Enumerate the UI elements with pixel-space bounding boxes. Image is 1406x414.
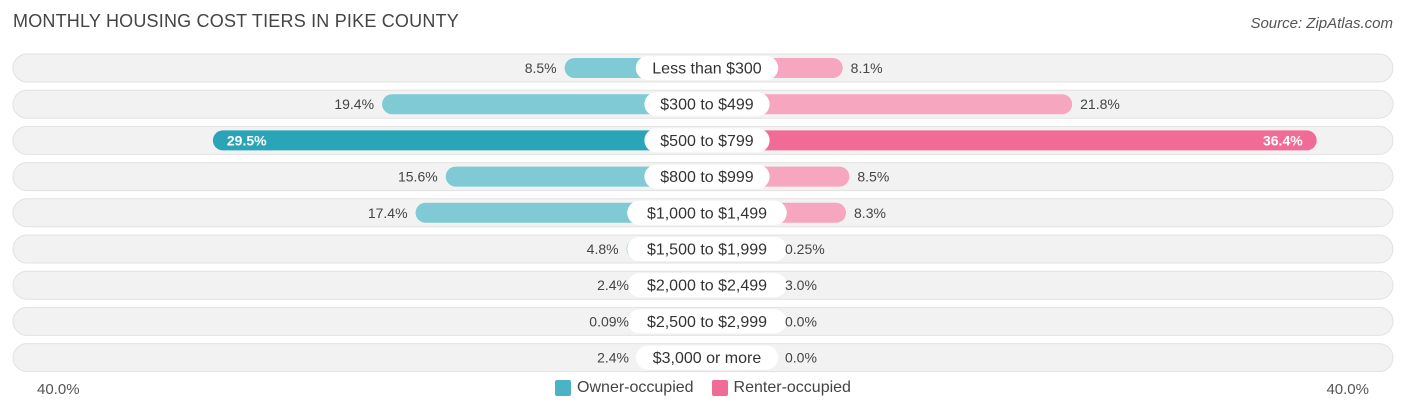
renter-value-label: 0.25% — [785, 241, 825, 257]
renter-value-label: 8.5% — [857, 169, 889, 185]
category-label-bg — [627, 200, 787, 225]
chart-source: Source: ZipAtlas.com — [1250, 15, 1393, 32]
legend-label-renter: Renter-occupied — [733, 379, 851, 396]
owner-value-label: 2.4% — [597, 277, 629, 293]
category-label-bg — [635, 345, 779, 370]
category-label: $1,500 to $1,999 — [647, 242, 767, 259]
category-label: $1,000 to $1,499 — [647, 205, 767, 222]
category-label-bg — [627, 273, 787, 298]
category-label: $2,000 to $2,499 — [647, 278, 767, 295]
category-label-bg — [627, 309, 787, 334]
category-label-bg — [635, 56, 779, 80]
renter-value-label: 0.0% — [785, 350, 817, 366]
renter-value-label: 21.8% — [1080, 96, 1120, 112]
legend-item-renter: Renter-occupied — [711, 379, 851, 397]
owner-value-label: 29.5% — [227, 132, 267, 148]
owner-value-label: 15.6% — [398, 169, 438, 185]
renter-value-label: 0.0% — [785, 313, 817, 329]
legend-item-owner: Owner-occupied — [555, 379, 694, 397]
renter-value-label: 36.4% — [1263, 132, 1303, 148]
bar-owner — [445, 166, 707, 187]
bar-renter — [707, 94, 1073, 115]
owner-value-label: 0.09% — [589, 313, 629, 329]
owner-value-label: 2.4% — [597, 350, 629, 366]
renter-value-label: 3.0% — [785, 277, 817, 293]
diverging-bar-chart: Less than $300 8.5% 8.1% $300 to $499 19.4% 2… — [12, 53, 1394, 373]
owner-value-label: 19.4% — [334, 96, 374, 112]
bar-owner — [212, 130, 707, 151]
legend-swatch-renter — [711, 380, 728, 396]
chart-title: MONTHLY HOUSING COST TIERS IN PIKE COUNT… — [13, 11, 459, 31]
owner-value-label: 4.8% — [587, 241, 619, 257]
category-label: $500 to $799 — [660, 133, 754, 150]
category-label-bg — [644, 128, 770, 153]
owner-value-label: 17.4% — [368, 205, 408, 221]
category-label-bg — [644, 92, 770, 117]
legend: Owner-occupied Renter-occupied — [0, 379, 1406, 397]
owner-value-label: 8.5% — [525, 60, 557, 76]
category-label: $3,000 or more — [653, 350, 762, 367]
category-label-bg — [644, 164, 770, 189]
renter-value-label: 8.3% — [854, 205, 886, 221]
category-label-bg — [627, 237, 787, 261]
category-label: $300 to $499 — [660, 97, 754, 114]
axis-label-right: 40.0% — [1326, 381, 1369, 398]
legend-label-owner: Owner-occupied — [577, 379, 694, 396]
category-label: Less than $300 — [652, 61, 762, 78]
category-label: $800 to $999 — [660, 169, 754, 186]
renter-value-label: 8.1% — [851, 60, 883, 76]
legend-swatch-owner — [555, 380, 572, 396]
axis-label-left: 40.0% — [37, 381, 80, 398]
bar-renter — [707, 130, 1317, 151]
bar-owner — [382, 94, 707, 115]
category-label: $2,500 to $2,999 — [647, 314, 767, 331]
